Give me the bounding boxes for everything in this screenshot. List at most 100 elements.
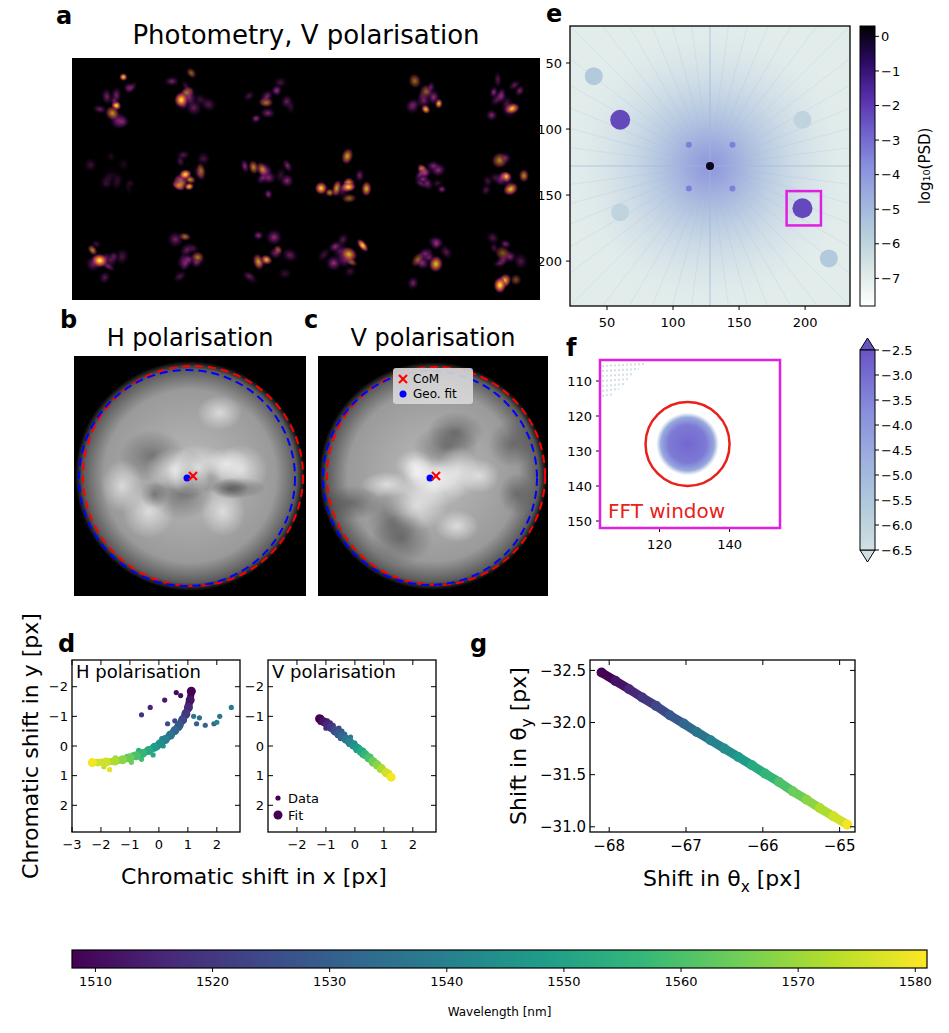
psd-streak xyxy=(602,389,619,391)
x-tick xyxy=(187,827,188,832)
com-circle xyxy=(327,367,545,585)
speckle xyxy=(102,103,122,124)
colorbar-tick-label: −3.0 xyxy=(881,368,913,383)
x-tick xyxy=(129,827,130,832)
speckle xyxy=(97,174,112,186)
colorbar-tick xyxy=(875,550,879,551)
psd-peak xyxy=(686,185,692,191)
speckle xyxy=(253,230,265,241)
x-tick-label: −2 xyxy=(287,837,306,852)
x-tick xyxy=(609,827,610,832)
speckle xyxy=(264,228,284,247)
speckle xyxy=(122,179,135,197)
speckle xyxy=(408,250,426,270)
speckle xyxy=(334,230,351,249)
legend-label: CoM xyxy=(413,372,439,386)
x-tick xyxy=(762,827,763,832)
speckle xyxy=(178,168,193,181)
y-tick-label: 0 xyxy=(60,739,68,754)
x-tick-label: 50 xyxy=(599,315,616,330)
psd-streak xyxy=(710,166,850,306)
x-axis-title: Shift in θx [px] xyxy=(643,866,801,896)
marks xyxy=(315,714,396,781)
speckle xyxy=(109,172,125,192)
y-tick xyxy=(235,746,240,747)
colorbar-tick xyxy=(875,174,879,175)
colorbar-tick-label: −5.0 xyxy=(881,468,913,483)
colorbar-tick xyxy=(875,36,879,37)
x-tick xyxy=(383,827,384,832)
beam-disc xyxy=(319,362,547,590)
point xyxy=(214,720,219,725)
colorbar-tick-label: −1 xyxy=(881,64,900,79)
colorbar-label: Wavelength [nm] xyxy=(448,1005,552,1019)
psd-streak xyxy=(602,369,639,371)
point xyxy=(733,752,743,762)
psd-peak xyxy=(706,162,714,170)
y-tick xyxy=(72,716,77,717)
psd-streak xyxy=(570,166,710,306)
speckle xyxy=(407,72,423,90)
x-tick-label: 2 xyxy=(213,837,221,852)
speckle xyxy=(197,395,243,430)
colorbar-tick-label: 1580 xyxy=(899,974,932,989)
psd-streak xyxy=(570,26,710,166)
psd-streak xyxy=(602,379,629,381)
x-tick-label: 2 xyxy=(409,837,417,852)
colorbar-tick xyxy=(798,968,799,972)
com-marker xyxy=(432,472,440,480)
speckle xyxy=(241,269,257,283)
point xyxy=(788,786,798,796)
colorbar-tick xyxy=(875,140,879,141)
point xyxy=(706,735,716,745)
psd-streak xyxy=(570,166,710,218)
x-tick xyxy=(686,660,687,665)
x-tick-label: 0 xyxy=(351,837,359,852)
x-tick-label: −2 xyxy=(91,837,110,852)
colorbar-tick xyxy=(875,450,879,451)
y-tick-label: 150 xyxy=(567,514,592,529)
text-subscript: x xyxy=(741,878,750,896)
colorbar xyxy=(860,350,875,550)
speckle xyxy=(101,460,143,512)
panel-letter: g xyxy=(470,630,487,658)
colorbar-tick-label: 1550 xyxy=(547,974,580,989)
psd-streak xyxy=(602,364,644,366)
colorbar-tick-label: −2 xyxy=(881,98,900,113)
legend-label: Geo. fit xyxy=(413,387,457,401)
y-tick-label: −2 xyxy=(49,679,68,694)
psd-streak xyxy=(710,26,814,166)
y-tick-label: 100 xyxy=(537,122,562,137)
y-tick-label: 2 xyxy=(256,798,264,813)
figure: aPhotometry, V polarisationbH polarisati… xyxy=(0,0,949,1033)
y-tick xyxy=(850,722,855,723)
psd-image xyxy=(570,26,850,306)
marks xyxy=(597,668,853,830)
speckle xyxy=(164,76,180,86)
psd-streak xyxy=(710,166,850,306)
psd-peak xyxy=(792,198,812,218)
text-part: [px] xyxy=(506,667,531,718)
psd-streak xyxy=(710,166,762,306)
colorbar-tick xyxy=(915,968,916,972)
beam-image xyxy=(74,356,306,596)
psd-peak xyxy=(610,110,630,130)
psd-streak xyxy=(710,166,850,306)
y-tick xyxy=(431,746,436,747)
speckle xyxy=(90,253,109,269)
point xyxy=(139,712,144,717)
colorbar-tick-label: −4 xyxy=(881,167,900,182)
text-part: Shift in θ xyxy=(506,727,531,825)
psd-streak xyxy=(602,374,634,376)
colorbar-tick-label: −6.5 xyxy=(881,543,913,558)
x-tick-label: 0 xyxy=(155,837,163,852)
x-tick-label: 200 xyxy=(793,315,818,330)
legend-box xyxy=(393,368,473,404)
speckle xyxy=(483,229,502,248)
y-tick xyxy=(72,775,77,776)
colorbar-tick-label: 1530 xyxy=(313,974,346,989)
point xyxy=(229,705,234,710)
y-tick xyxy=(590,670,595,671)
speckle xyxy=(179,78,194,96)
point xyxy=(815,803,825,813)
